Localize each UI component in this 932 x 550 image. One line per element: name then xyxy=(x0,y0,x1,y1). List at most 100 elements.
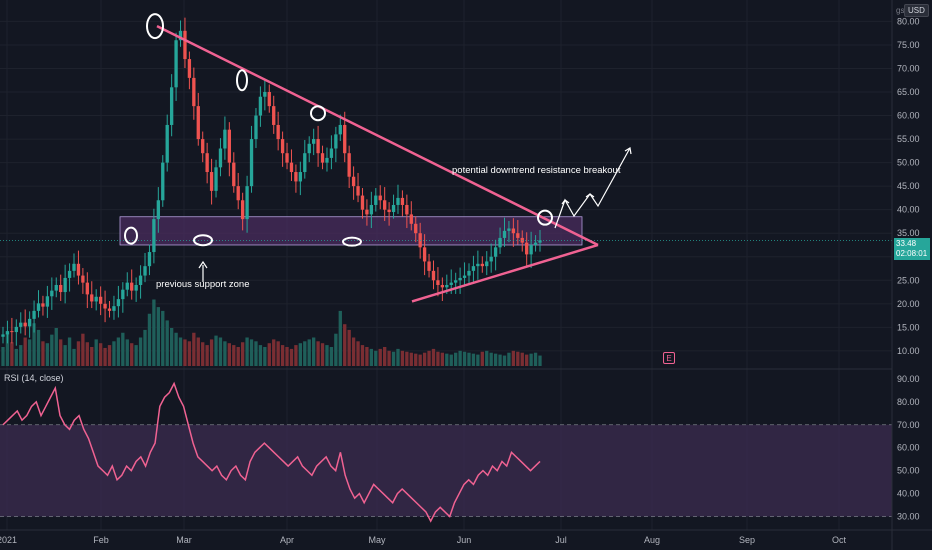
candle-body xyxy=(134,284,138,291)
candle-body xyxy=(454,280,458,283)
candle-body xyxy=(369,204,374,215)
candle-body xyxy=(525,242,529,255)
time-tick-label: Apr xyxy=(280,535,294,545)
volume-bar xyxy=(165,320,169,366)
volume-bar xyxy=(134,345,138,366)
candle-body xyxy=(218,148,223,168)
volume-bar xyxy=(67,337,72,366)
volume-bar xyxy=(94,339,98,366)
candle-body xyxy=(422,247,427,262)
volume-bar xyxy=(169,328,174,366)
volume-bar xyxy=(205,345,209,366)
volume-bar xyxy=(356,341,360,366)
time-tick-label: Feb xyxy=(93,535,109,545)
price-tick-label: 50.00 xyxy=(897,158,920,168)
candle-body xyxy=(214,167,218,191)
price-tick-label: 65.00 xyxy=(897,87,920,97)
arrow-head xyxy=(561,199,570,205)
candle-body xyxy=(125,282,129,290)
candle-body xyxy=(254,115,258,140)
volume-bar xyxy=(54,328,58,366)
volume-bar xyxy=(201,342,205,366)
candle-body xyxy=(307,143,311,154)
candle-body xyxy=(405,204,409,215)
volume-bar xyxy=(383,347,387,366)
uptrend-line xyxy=(411,243,599,303)
price-tick-label: 70.00 xyxy=(897,63,920,73)
rsi-band xyxy=(0,424,892,517)
volume-bar xyxy=(50,334,54,366)
price-tick-label: 80.00 xyxy=(897,16,920,26)
volume-bar xyxy=(209,339,214,366)
candle-body xyxy=(116,299,121,307)
candle-body xyxy=(409,214,413,224)
candle-body xyxy=(378,195,382,201)
volume-bar xyxy=(471,353,476,366)
volume-bar xyxy=(214,335,218,366)
volume-bar xyxy=(59,339,63,366)
bar-timer: 02:08:01 xyxy=(896,249,928,258)
volume-bar xyxy=(538,355,542,366)
candle-body xyxy=(329,148,334,158)
volume-bar xyxy=(325,345,329,366)
volume-bar xyxy=(285,347,289,366)
candle-body xyxy=(280,139,285,154)
volume-bar xyxy=(520,352,524,366)
volume-bar xyxy=(107,345,112,366)
candle-body xyxy=(223,129,227,149)
candle-body xyxy=(5,331,10,335)
volume-bar xyxy=(320,343,325,366)
circle-marker xyxy=(537,209,553,226)
candle-body xyxy=(467,270,471,276)
support-annotation: previous support zone xyxy=(156,279,249,290)
price-tick-label: 40.00 xyxy=(897,205,920,215)
volume-bar xyxy=(152,299,156,366)
volume-bar xyxy=(511,350,516,366)
candle-body xyxy=(387,209,391,213)
volume-bar xyxy=(365,347,369,366)
volume-bar xyxy=(178,337,183,366)
volume-bar xyxy=(14,348,18,366)
candle-body xyxy=(1,334,5,337)
price-tick-label: 75.00 xyxy=(897,40,920,50)
candle-body xyxy=(320,153,325,163)
volume-bar xyxy=(343,324,347,366)
volume-bar xyxy=(525,354,529,366)
circle-marker xyxy=(236,69,248,92)
candle-body xyxy=(232,162,236,187)
volume-bar xyxy=(147,313,152,366)
candle-body xyxy=(10,331,14,333)
candle-body xyxy=(85,282,89,295)
candle-body xyxy=(391,204,396,213)
candle-body xyxy=(476,263,480,267)
volume-bar xyxy=(422,352,427,366)
volume-bar xyxy=(5,332,10,366)
volume-bar xyxy=(378,348,382,366)
candle-body xyxy=(196,106,200,140)
volume-bar xyxy=(174,332,178,366)
candle-body xyxy=(161,162,165,201)
volume-bar xyxy=(405,351,409,366)
candle-body xyxy=(27,318,32,327)
volume-bar xyxy=(98,343,103,366)
volume-bar xyxy=(289,348,294,366)
rsi-tick-label: 40.00 xyxy=(897,489,920,499)
price-tick-label: 15.00 xyxy=(897,322,920,332)
earnings-marker[interactable]: E xyxy=(663,352,675,364)
currency-prefix: gs xyxy=(896,6,905,15)
currency-badge[interactable]: USD xyxy=(904,4,929,17)
candle-body xyxy=(36,303,41,311)
volume-bar xyxy=(19,345,23,366)
volume-bar xyxy=(32,323,36,366)
trendlines xyxy=(156,25,599,303)
volume-bar xyxy=(311,337,316,366)
candle-body xyxy=(138,275,143,285)
volume-bar xyxy=(431,348,436,366)
candle-body xyxy=(63,277,67,293)
candle-body xyxy=(178,30,183,41)
volume-bar xyxy=(223,341,227,366)
circle-marker xyxy=(342,236,362,247)
price-tick-label: 60.00 xyxy=(897,111,920,121)
time-tick-label: May xyxy=(368,535,386,545)
